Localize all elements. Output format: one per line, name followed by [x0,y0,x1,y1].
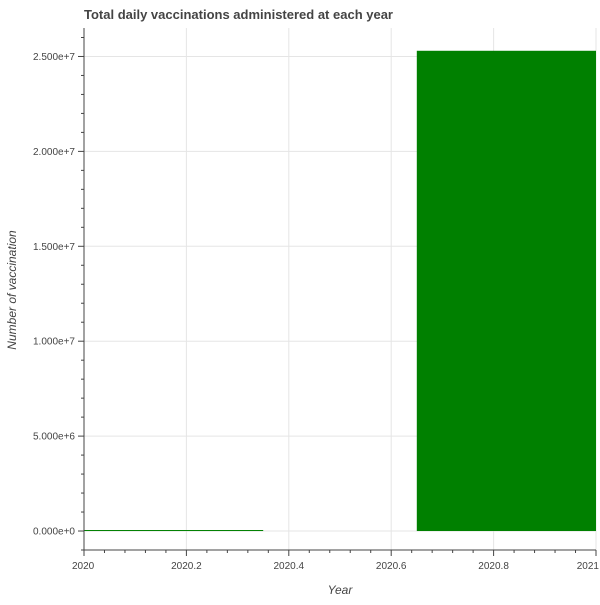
x-tick-label: 2020.2 [171,561,202,572]
y-tick-label: 2.500e+7 [33,52,75,63]
x-tick-label: 2020.8 [478,561,509,572]
y-tick-label: 2.000e+7 [33,147,75,158]
x-tick-label: 2020.6 [376,561,407,572]
bar-0 [84,530,264,532]
y-tick-label: 1.500e+7 [33,242,75,253]
x-tick-label: 2021 [577,561,600,572]
y-tick-label: 5.000e+6 [33,432,75,443]
bars [84,50,596,532]
y-axis-label: Number of vaccination [5,230,19,350]
y-tick-label: 0.000e+0 [33,527,75,538]
bar-1 [416,50,596,532]
chart-title: Total daily vaccinations administered at… [84,7,393,22]
x-tick-label: 2020 [72,561,95,572]
y-tick-label: 1.000e+7 [33,337,75,348]
x-tick-label: 2020.4 [274,561,305,572]
axes: 0.000e+0 5.000e+6 1.000e+7 1.500e+7 2.000e+7… [33,28,599,572]
x-axis-label: Year [328,583,354,597]
